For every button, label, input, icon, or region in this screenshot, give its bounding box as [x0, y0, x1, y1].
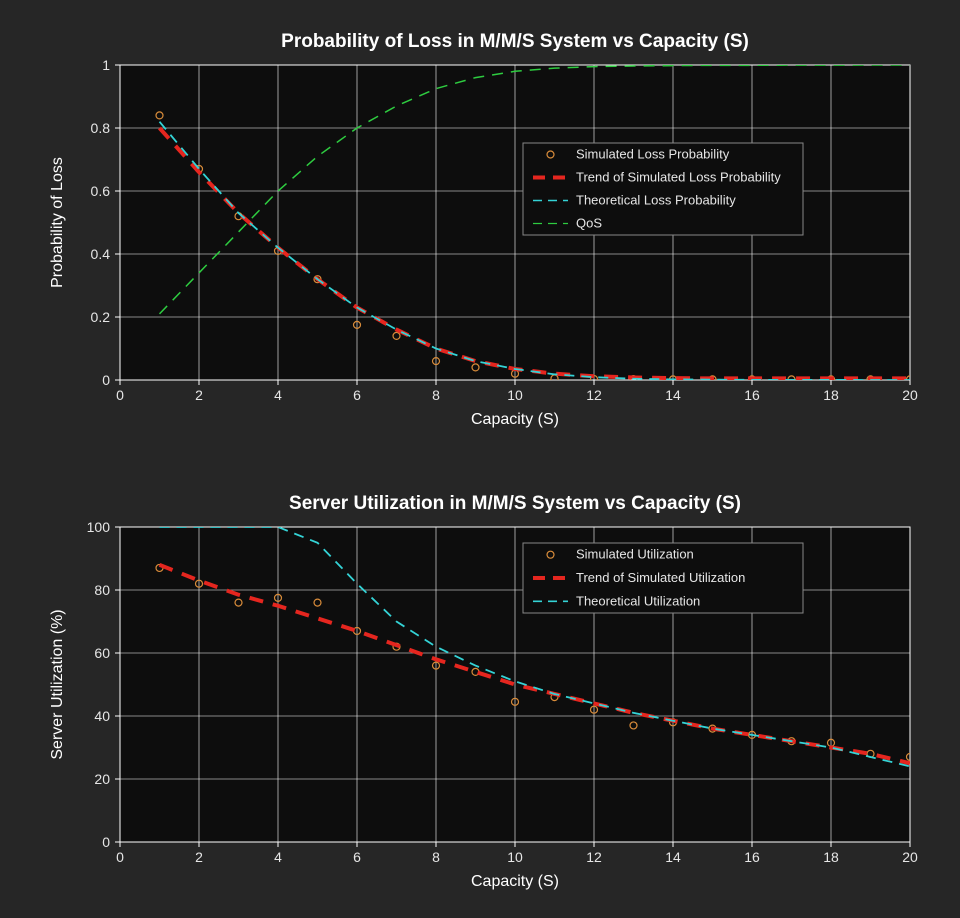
- svg-text:0.2: 0.2: [91, 309, 111, 325]
- y-axis-label: Server Utilization (%): [49, 609, 66, 759]
- svg-text:10: 10: [507, 387, 523, 403]
- svg-text:12: 12: [586, 849, 602, 865]
- svg-text:0.8: 0.8: [91, 120, 111, 136]
- svg-text:14: 14: [665, 849, 681, 865]
- svg-text:8: 8: [432, 849, 440, 865]
- svg-text:16: 16: [744, 387, 760, 403]
- svg-text:0.6: 0.6: [91, 183, 111, 199]
- svg-text:6: 6: [353, 387, 361, 403]
- svg-text:6: 6: [353, 849, 361, 865]
- svg-text:60: 60: [94, 645, 110, 661]
- x-axis-label: Capacity (S): [471, 873, 559, 890]
- svg-text:40: 40: [94, 708, 110, 724]
- svg-text:2: 2: [195, 387, 203, 403]
- svg-text:20: 20: [94, 771, 110, 787]
- svg-text:80: 80: [94, 582, 110, 598]
- svg-text:1: 1: [102, 57, 110, 73]
- svg-text:20: 20: [902, 849, 918, 865]
- svg-text:0: 0: [116, 387, 124, 403]
- svg-text:4: 4: [274, 387, 282, 403]
- svg-text:8: 8: [432, 387, 440, 403]
- chart-title: Server Utilization in M/M/S System vs Ca…: [289, 493, 741, 514]
- y-axis-label: Probability of Loss: [49, 157, 66, 288]
- legend-label: Theoretical Utilization: [576, 593, 700, 608]
- svg-text:4: 4: [274, 849, 282, 865]
- svg-text:2: 2: [195, 849, 203, 865]
- svg-text:0: 0: [102, 372, 110, 388]
- legend-label: Theoretical Loss Probability: [576, 193, 736, 208]
- svg-text:20: 20: [902, 387, 918, 403]
- svg-text:0: 0: [116, 849, 124, 865]
- legend-label: Trend of Simulated Utilization: [576, 570, 745, 585]
- svg-text:14: 14: [665, 387, 681, 403]
- chart-title: Probability of Loss in M/M/S System vs C…: [281, 31, 749, 52]
- figure-container: 0246810121416182000.20.40.60.81Probabili…: [0, 0, 960, 918]
- legend-label: QoS: [576, 216, 602, 231]
- svg-text:12: 12: [586, 387, 602, 403]
- svg-text:0: 0: [102, 834, 110, 850]
- legend-label: Simulated Utilization: [576, 547, 694, 562]
- figure-svg: 0246810121416182000.20.40.60.81Probabili…: [0, 0, 960, 918]
- svg-text:18: 18: [823, 387, 839, 403]
- legend-label: Trend of Simulated Loss Probability: [576, 170, 781, 185]
- svg-text:10: 10: [507, 849, 523, 865]
- svg-text:0.4: 0.4: [91, 246, 111, 262]
- svg-text:16: 16: [744, 849, 760, 865]
- legend-label: Simulated Loss Probability: [576, 147, 730, 162]
- svg-text:100: 100: [87, 519, 111, 535]
- x-axis-label: Capacity (S): [471, 411, 559, 428]
- svg-text:18: 18: [823, 849, 839, 865]
